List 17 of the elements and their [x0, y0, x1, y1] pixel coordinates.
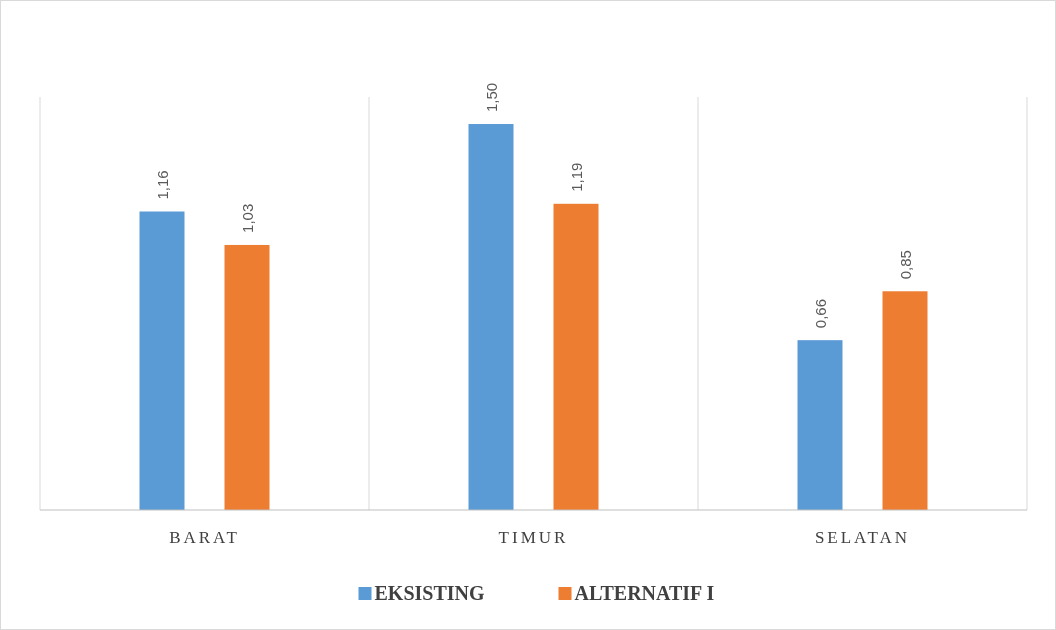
- bar: [553, 203, 599, 510]
- data-label: 0,85: [897, 250, 914, 280]
- data-label: 1,16: [154, 170, 171, 200]
- bar: [882, 291, 928, 510]
- x-tick-label: BARAT: [169, 528, 240, 547]
- bar: [468, 124, 514, 510]
- legend-label: EKSISTING: [374, 582, 485, 604]
- bar: [224, 244, 270, 510]
- legend-label: ALTERNATIF I: [574, 582, 715, 604]
- x-tick-label: SELATAN: [814, 528, 911, 547]
- bar: [797, 340, 843, 510]
- data-label: 1,03: [239, 203, 256, 233]
- data-label: 0,66: [812, 298, 829, 329]
- bar: [139, 211, 185, 510]
- x-tick-label: TIMUR: [498, 528, 569, 547]
- data-label: 1,19: [568, 162, 585, 192]
- data-label: 1,50: [483, 82, 500, 113]
